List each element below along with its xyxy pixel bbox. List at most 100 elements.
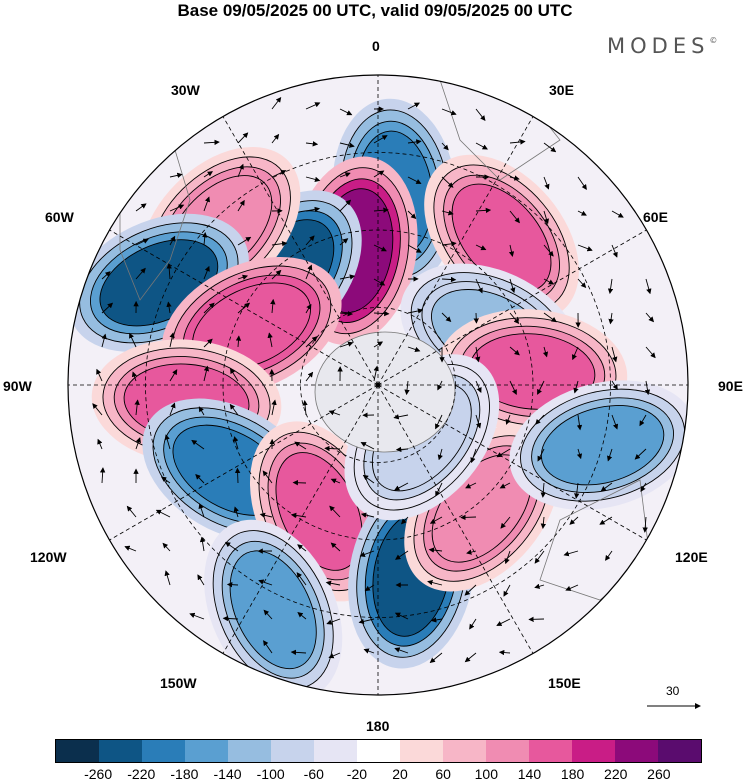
reference-vector-label: 30: [666, 684, 680, 698]
wind-vector-arrow: [164, 570, 171, 586]
wind-vector-arrow: [166, 301, 172, 314]
wind-vector-arrow: [328, 652, 341, 659]
colorbar-swatch: [185, 740, 228, 762]
colorbar-tick-label: -20: [346, 766, 368, 782]
wind-vector-arrow: [339, 341, 354, 348]
wind-vector-arrow: [198, 503, 205, 518]
wind-vector-arrow: [645, 346, 656, 359]
wind-vector-arrow: [600, 482, 613, 492]
wind-vector-arrow: [135, 267, 146, 280]
wind-vector-arrow: [363, 648, 375, 654]
wind-vector-arrow: [305, 102, 321, 110]
wind-vector-arrow: [508, 244, 515, 257]
wind-vector-arrow: [202, 231, 208, 246]
wind-vector-arrow: [574, 482, 580, 499]
meridian-line: [109, 384, 379, 541]
wind-vector-arrow: [608, 312, 614, 325]
wind-vector-arrow: [230, 368, 239, 382]
wind-vector-arrow: [537, 380, 545, 395]
south-pole-marker: [375, 382, 381, 388]
wind-vector-arrow: [460, 514, 477, 521]
meridian-line: [109, 229, 379, 386]
wind-vector-arrow: [271, 399, 277, 416]
wind-vector-arrow: [237, 236, 252, 246]
wind-vector-arrow: [267, 332, 273, 348]
wind-vector-arrow: [224, 541, 239, 552]
colorbar-swatch: [615, 740, 658, 762]
wind-vector-arrow: [226, 581, 239, 588]
wind-vector-arrow: [360, 512, 375, 518]
colorbar-tick-label: -220: [127, 766, 156, 782]
wind-vector-arrow: [203, 171, 213, 178]
wind-vector-arrow: [297, 544, 307, 552]
wind-vector-arrow: [270, 298, 276, 314]
colorbar-tick-label: -100: [256, 766, 285, 782]
map-title: Base 09/05/2025 00 UTC, valid 09/05/2025…: [177, 1, 573, 20]
colorbar-tick-label: 60: [435, 766, 451, 782]
wind-vector-arrow: [644, 380, 651, 396]
wind-vector-arrow: [101, 302, 114, 314]
wind-vector-arrow: [271, 241, 288, 247]
wind-vector-arrow: [640, 482, 647, 493]
wind-vector-arrow: [203, 265, 210, 280]
wind-vector-arrow: [645, 278, 652, 295]
wind-vector-arrow: [430, 617, 443, 623]
colorbar-swatch: [228, 740, 271, 762]
wind-vector-arrow: [135, 437, 141, 450]
colorbar-swatch: [529, 740, 572, 762]
wind-vector-arrow: [129, 332, 137, 348]
label-lon-120e: 120E: [675, 549, 708, 565]
wind-vector-arrow: [428, 547, 443, 553]
colorbar-tick-label: 180: [560, 766, 585, 782]
wind-vector-arrow: [101, 271, 111, 280]
wind-vector-arrow: [305, 235, 315, 246]
wind-vector-arrow: [441, 142, 449, 151]
wind-vector-arrow: [607, 278, 614, 295]
wind-vector-arrow: [537, 448, 545, 462]
wind-vector-arrow: [500, 516, 511, 529]
wind-vector-arrow: [233, 436, 239, 450]
colorbar-swatch: [99, 740, 142, 762]
wind-vector-arrow: [639, 414, 647, 427]
wind-vector-arrow: [395, 550, 409, 560]
wind-vector-arrow: [233, 506, 239, 518]
wind-vector-arrow: [470, 448, 477, 464]
wind-vector-arrow: [543, 210, 550, 225]
wind-vector-arrow: [395, 446, 409, 453]
wind-vector-arrow: [535, 414, 545, 425]
wind-vector-arrow: [305, 206, 321, 213]
wind-vector-arrow: [611, 210, 624, 218]
wind-vector-arrow: [503, 584, 511, 597]
wind-vector-arrow: [271, 133, 280, 144]
wind-vector-arrow: [496, 618, 511, 626]
wind-vector-arrow: [475, 108, 486, 122]
wind-vector-arrow: [203, 196, 210, 212]
wind-vector-arrow: [543, 312, 557, 323]
colorbar-tick-label: -140: [213, 766, 242, 782]
wind-vector-arrow: [534, 550, 545, 564]
wind-vector-arrow: [605, 550, 613, 561]
label-lon-30w: 30W: [171, 82, 200, 98]
colorbar-tick-label: 260: [647, 766, 671, 782]
wind-vector-arrow: [101, 333, 107, 348]
wind-vector-arrow: [166, 263, 172, 280]
wind-vector-arrow: [96, 368, 103, 382]
wind-vector-arrow: [441, 108, 457, 116]
wind-vector-arrow: [429, 516, 443, 524]
wind-vector-arrow: [475, 380, 482, 393]
wind-vector-arrow: [203, 302, 215, 314]
colorbar-swatch: [572, 740, 615, 762]
wind-vector-arrow: [475, 142, 488, 150]
colorbar-swatch: [56, 740, 99, 762]
wind-vector-arrow: [191, 439, 205, 450]
wind-vector-arrow: [294, 441, 307, 450]
wind-vector-arrow: [198, 406, 205, 416]
wind-vector-arrow: [611, 346, 618, 363]
wind-vector-arrow: [124, 545, 137, 552]
wind-vector-arrow: [611, 380, 618, 391]
wind-vector-arrow: [229, 403, 239, 416]
wind-vector-arrow: [441, 312, 452, 323]
wind-vector-arrow: [607, 448, 613, 462]
wind-vector-arrow: [258, 579, 273, 586]
wind-vector-arrow: [577, 244, 593, 252]
